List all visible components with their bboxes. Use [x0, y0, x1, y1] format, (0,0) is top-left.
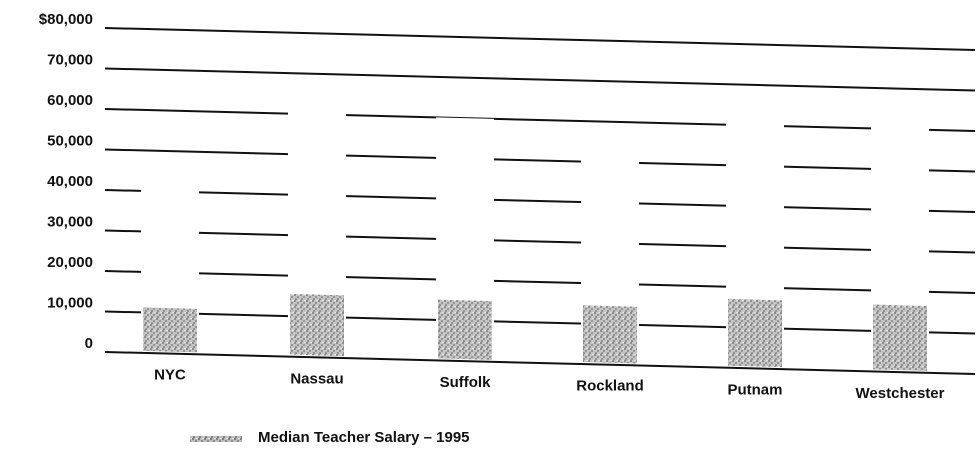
x-tick-label: Westchester	[856, 385, 945, 402]
x-tick-label: Suffolk	[440, 374, 491, 391]
grid-line	[104, 270, 976, 294]
bar-shading	[583, 305, 637, 364]
grid-line	[104, 310, 976, 335]
bar	[871, 104, 929, 371]
bar	[436, 117, 494, 360]
y-tick-label: $80,000	[39, 11, 93, 28]
y-tick-label: 30,000	[47, 213, 93, 230]
y-tick-label: 60,000	[47, 92, 93, 109]
y-tick-label: 0	[85, 335, 93, 352]
bar	[726, 92, 784, 368]
grid-line	[104, 189, 976, 213]
y-tick-label: 10,000	[47, 294, 93, 311]
y-tick-label: 20,000	[47, 254, 93, 271]
grid-line	[104, 108, 976, 132]
legend-label: Median Teacher Salary – 1995	[258, 429, 470, 446]
x-tick-label: Putnam	[727, 381, 782, 398]
y-tick-label: 50,000	[47, 132, 93, 149]
y-tick-label: 70,000	[47, 51, 93, 68]
bar-shading	[143, 307, 197, 353]
x-tick-label: Nassau	[290, 370, 343, 387]
grid-line	[104, 67, 976, 92]
x-tick-label: Rockland	[576, 378, 644, 395]
y-tick-label: 40,000	[47, 173, 93, 190]
legend-swatch	[190, 436, 242, 442]
grid-line	[104, 148, 976, 173]
bar-shading	[290, 293, 344, 357]
x-tick-label: NYC	[154, 367, 186, 384]
bar	[288, 105, 346, 357]
bar-shading	[873, 304, 927, 371]
grid-line	[104, 229, 976, 254]
bar-shading	[438, 299, 492, 360]
grid-line	[104, 351, 976, 375]
bar	[141, 170, 199, 353]
bar	[581, 129, 639, 364]
bar-shading	[728, 298, 782, 368]
grid-line	[104, 27, 976, 51]
